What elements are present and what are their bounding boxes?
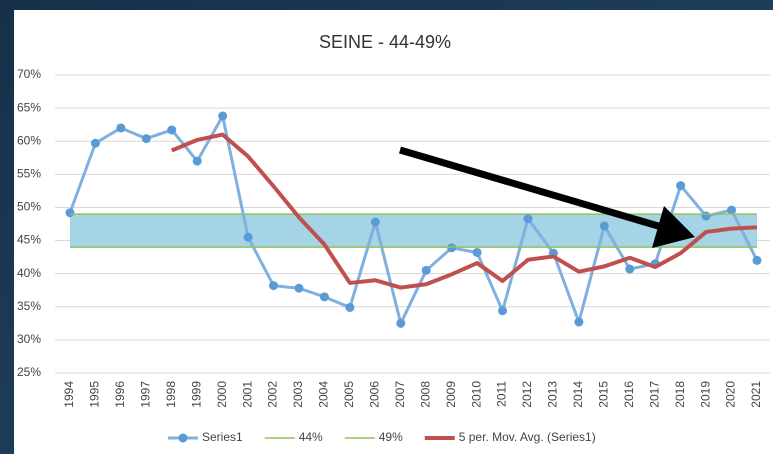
x-tick-label: 1997 bbox=[139, 381, 153, 408]
data-point bbox=[472, 247, 482, 257]
data-point bbox=[192, 156, 202, 166]
legend-label: 44% bbox=[299, 430, 323, 444]
data-point bbox=[243, 232, 253, 242]
x-tick-label: 2007 bbox=[393, 381, 407, 408]
data-point bbox=[345, 302, 355, 312]
x-tick-label: 2000 bbox=[215, 381, 229, 408]
legend-item: 44% bbox=[264, 430, 323, 444]
x-tick-label: 2018 bbox=[673, 381, 687, 408]
y-tick-label: 55% bbox=[17, 167, 41, 181]
x-tick-label: 2005 bbox=[342, 381, 356, 408]
legend-item: 5 per. Mov. Avg. (Series1) bbox=[424, 430, 596, 444]
y-tick-label: 65% bbox=[17, 100, 41, 114]
y-tick-label: 40% bbox=[17, 266, 41, 280]
data-point bbox=[65, 208, 75, 218]
y-tick-label: 60% bbox=[17, 133, 41, 147]
chart-title: SEINE - 44-49% bbox=[319, 32, 451, 52]
x-tick-label: 1998 bbox=[164, 381, 178, 408]
data-point bbox=[141, 134, 151, 144]
x-tick-label: 2008 bbox=[418, 381, 432, 408]
annotation-arrow bbox=[399, 146, 695, 248]
x-tick-label: 1995 bbox=[88, 381, 102, 408]
y-tick-label: 35% bbox=[17, 299, 41, 313]
legend-label: 49% bbox=[379, 430, 403, 444]
legend-item: Series1 bbox=[168, 430, 243, 444]
data-point bbox=[218, 111, 228, 121]
data-point bbox=[752, 255, 762, 265]
x-tick-label: 2014 bbox=[571, 381, 585, 408]
data-point bbox=[727, 205, 737, 215]
legend-marker bbox=[178, 433, 188, 443]
legend-item: 49% bbox=[344, 430, 403, 444]
x-tick-label: 2017 bbox=[647, 381, 661, 408]
data-point bbox=[167, 125, 177, 135]
data-point bbox=[421, 265, 431, 275]
data-point bbox=[319, 292, 329, 302]
x-tick-label: 2010 bbox=[469, 381, 483, 408]
series-line bbox=[171, 132, 758, 290]
data-point bbox=[625, 264, 635, 274]
x-tick-label: 1999 bbox=[189, 381, 203, 408]
data-point bbox=[676, 181, 686, 191]
x-tick-label: 2012 bbox=[520, 381, 534, 408]
x-tick-label: 2001 bbox=[240, 381, 254, 408]
x-tick-label: 2013 bbox=[546, 381, 560, 408]
x-tick-label: 2002 bbox=[266, 381, 280, 408]
x-tick-label: 2020 bbox=[724, 381, 738, 408]
x-tick-label: 2015 bbox=[597, 381, 611, 408]
y-tick-label: 50% bbox=[17, 200, 41, 214]
x-tick-label: 2006 bbox=[368, 381, 382, 408]
legend-label: 5 per. Mov. Avg. (Series1) bbox=[459, 430, 596, 444]
x-tick-label: 1996 bbox=[113, 381, 127, 408]
x-tick-label: 2011 bbox=[495, 381, 509, 407]
data-point bbox=[294, 283, 304, 293]
x-tick-label: 2004 bbox=[317, 381, 331, 408]
data-point bbox=[116, 123, 126, 133]
y-tick-label: 25% bbox=[17, 365, 41, 379]
y-tick-label: 45% bbox=[17, 233, 41, 247]
x-tick-label: 1994 bbox=[62, 381, 76, 408]
data-point bbox=[396, 318, 406, 328]
data-point bbox=[574, 317, 584, 327]
data-point bbox=[269, 281, 279, 291]
data-point bbox=[498, 306, 508, 316]
x-tick-label: 2021 bbox=[749, 381, 763, 408]
x-tick-label: 2009 bbox=[444, 381, 458, 408]
band bbox=[70, 214, 757, 248]
data-point bbox=[370, 217, 380, 227]
data-point bbox=[701, 211, 711, 221]
x-tick-label: 2016 bbox=[622, 381, 636, 408]
x-tick-label: 2003 bbox=[291, 381, 305, 408]
data-point bbox=[599, 221, 609, 231]
data-point bbox=[90, 138, 100, 148]
y-tick-label: 30% bbox=[17, 332, 41, 346]
x-tick-label: 2019 bbox=[698, 381, 712, 408]
y-tick-label: 70% bbox=[17, 67, 41, 81]
data-point bbox=[523, 214, 533, 224]
legend-label: Series1 bbox=[202, 430, 243, 444]
